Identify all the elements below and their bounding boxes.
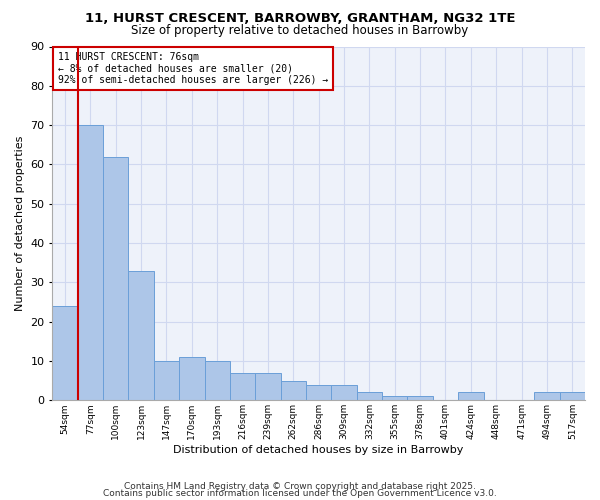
Bar bbox=[281, 380, 306, 400]
Bar bbox=[458, 392, 484, 400]
Bar bbox=[534, 392, 560, 400]
Bar bbox=[77, 125, 103, 400]
Bar bbox=[560, 392, 585, 400]
Bar bbox=[382, 396, 407, 400]
Text: 11 HURST CRESCENT: 76sqm
← 8% of detached houses are smaller (20)
92% of semi-de: 11 HURST CRESCENT: 76sqm ← 8% of detache… bbox=[58, 52, 328, 85]
Bar bbox=[230, 373, 255, 400]
Bar bbox=[128, 270, 154, 400]
Bar bbox=[255, 373, 281, 400]
Text: Contains public sector information licensed under the Open Government Licence v3: Contains public sector information licen… bbox=[103, 490, 497, 498]
Bar bbox=[103, 156, 128, 400]
Bar bbox=[407, 396, 433, 400]
Bar bbox=[179, 357, 205, 401]
Text: Size of property relative to detached houses in Barrowby: Size of property relative to detached ho… bbox=[131, 24, 469, 37]
Bar bbox=[205, 361, 230, 401]
Bar bbox=[331, 384, 357, 400]
Text: 11, HURST CRESCENT, BARROWBY, GRANTHAM, NG32 1TE: 11, HURST CRESCENT, BARROWBY, GRANTHAM, … bbox=[85, 12, 515, 26]
Bar bbox=[154, 361, 179, 401]
Text: Contains HM Land Registry data © Crown copyright and database right 2025.: Contains HM Land Registry data © Crown c… bbox=[124, 482, 476, 491]
Bar bbox=[357, 392, 382, 400]
Bar bbox=[52, 306, 77, 400]
X-axis label: Distribution of detached houses by size in Barrowby: Distribution of detached houses by size … bbox=[173, 445, 464, 455]
Bar bbox=[306, 384, 331, 400]
Y-axis label: Number of detached properties: Number of detached properties bbox=[15, 136, 25, 311]
